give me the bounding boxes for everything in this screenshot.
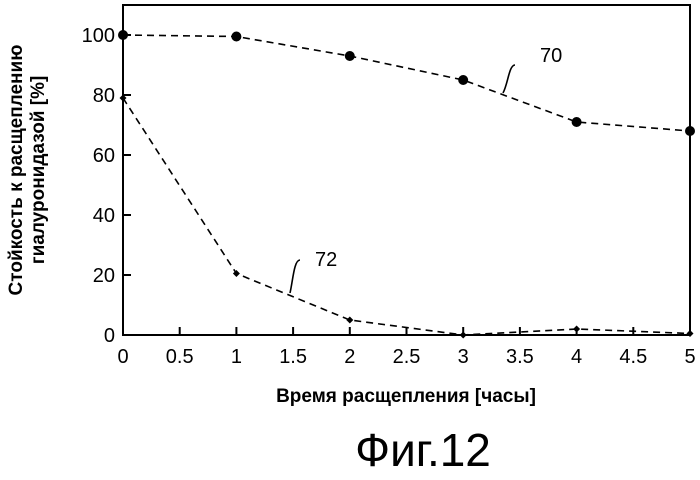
annotation-label: 70 <box>540 45 562 67</box>
y-axis-title-line-1: Стойкость к расщеплению <box>6 45 27 296</box>
series-72 <box>120 95 694 339</box>
annotation-leader <box>290 260 300 293</box>
x-tick-label: 4.5 <box>619 346 647 368</box>
annotation-layer: 70 72 <box>290 45 562 293</box>
x-tick-label: 1.5 <box>279 346 307 368</box>
x-tick-label: 3.5 <box>506 346 534 368</box>
data-point <box>118 30 128 40</box>
annotation-label: 72 <box>315 249 337 271</box>
data-point <box>346 317 353 324</box>
data-point <box>460 332 467 339</box>
plot-frame <box>123 5 690 335</box>
y-tick-label: 0 <box>104 325 115 347</box>
series-layer <box>118 30 695 339</box>
x-tick-label: 5 <box>684 346 695 368</box>
x-tick-label: 2 <box>344 346 355 368</box>
data-point <box>572 117 582 127</box>
y-tick-label: 80 <box>93 85 115 107</box>
data-point <box>685 126 695 136</box>
y-axis-title: Стойкость к расщеплению гиалуронидазой [… <box>6 45 49 296</box>
series-line <box>123 98 690 335</box>
data-point <box>345 51 355 61</box>
x-tick-label: 0.5 <box>166 346 194 368</box>
y-tick-label: 60 <box>93 145 115 167</box>
figure-label: Фиг.12 <box>355 424 491 476</box>
series-line <box>123 35 690 131</box>
data-point <box>231 32 241 42</box>
y-tick-label: 40 <box>93 205 115 227</box>
x-tick-label: 0 <box>117 346 128 368</box>
y-tick-label: 20 <box>93 265 115 287</box>
y-tick-label: 100 <box>82 25 115 47</box>
y-axis-title-line-2: гиалуронидазой [%] <box>28 76 49 265</box>
data-point <box>458 75 468 85</box>
series-70 <box>118 30 695 136</box>
x-tick-label: 4 <box>571 346 582 368</box>
annotation-leader <box>503 65 515 93</box>
x-tick-label: 2.5 <box>393 346 421 368</box>
x-axis-title: Время расщепления [часы] <box>276 386 536 407</box>
x-tick-label: 3 <box>458 346 469 368</box>
x-tick-label: 1 <box>231 346 242 368</box>
x-axis-ticks: 0 0.5 1 1.5 2 2.5 3 3.5 4 4.5 5 <box>117 327 695 368</box>
data-point <box>573 326 580 333</box>
